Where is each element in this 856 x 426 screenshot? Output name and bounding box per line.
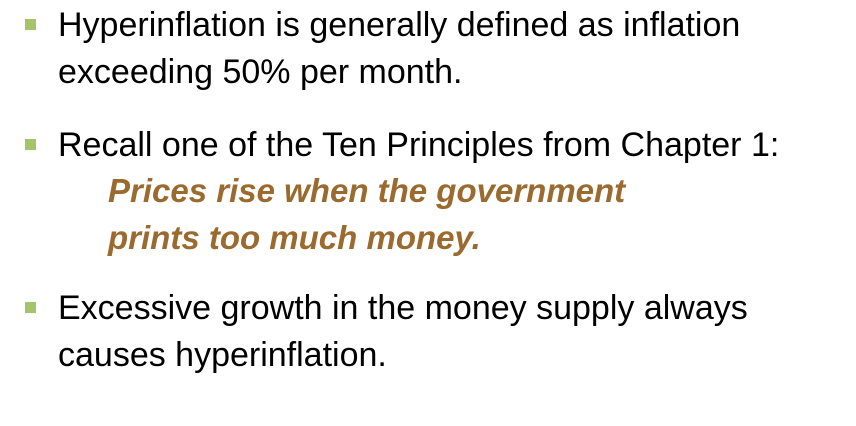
quote-line: Prices rise when the government: [108, 172, 626, 209]
bullet-line: causes hyperinflation.: [58, 336, 387, 374]
square-bullet-icon: [25, 302, 36, 313]
bullet-text: Recall one of the Ten Principles from Ch…: [58, 122, 779, 169]
bullet-line: Excessive growth in the money supply alw…: [58, 289, 748, 327]
square-bullet-icon: [25, 19, 36, 30]
bullet-line: Hyperinflation is generally defined as i…: [58, 6, 741, 44]
bullet-text: Excessive growth in the money supply alw…: [58, 285, 748, 379]
bullet-line: exceeding 50% per month.: [58, 53, 463, 91]
bullet-text: Hyperinflation is generally defined as i…: [58, 2, 740, 96]
principle-quote: Prices rise when the government prints t…: [108, 167, 625, 261]
bullet-line: Recall one of the Ten Principles from Ch…: [58, 126, 780, 164]
square-bullet-icon: [25, 139, 36, 150]
quote-line: prints too much money.: [108, 219, 481, 256]
